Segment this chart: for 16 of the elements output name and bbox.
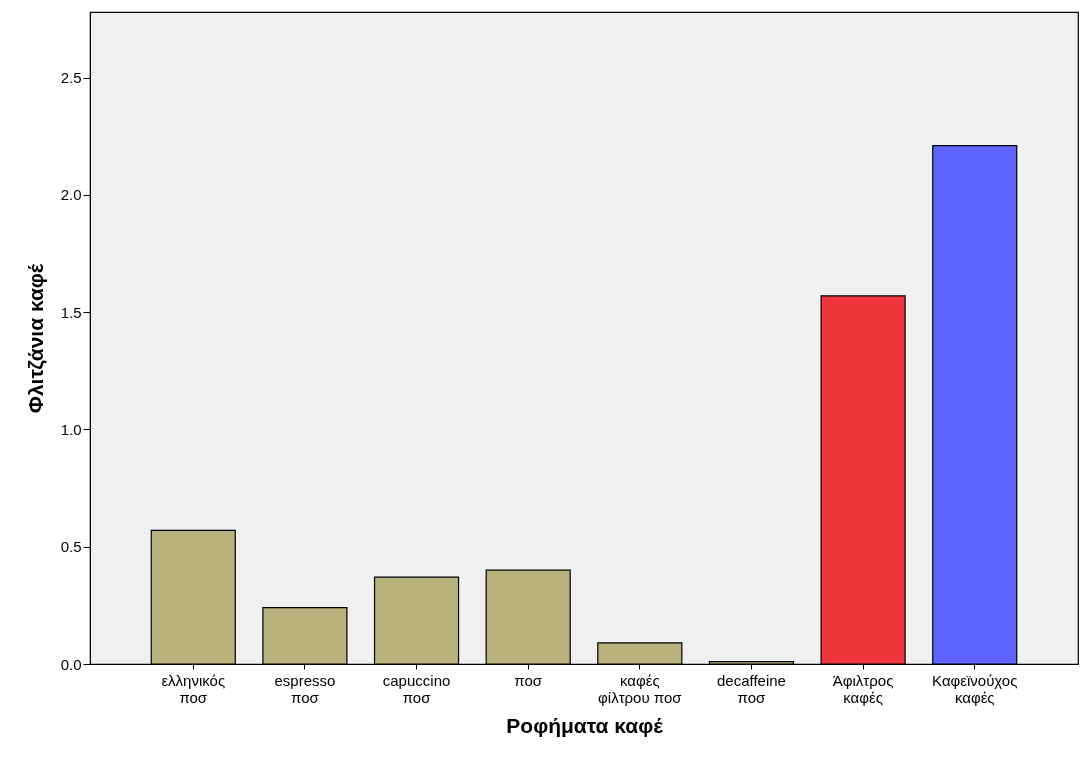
y-tick-label: 1.5	[60, 303, 82, 321]
y-tick-label: 2.5	[60, 69, 82, 87]
x-tick-label: ποσ	[514, 671, 543, 689]
x-tick-label: Άφιλτρος καφές	[832, 671, 894, 706]
x-tick-label: ελληνικός ποσ	[161, 671, 226, 706]
y-tick-label: 0.5	[60, 538, 82, 556]
x-tick-label: καφές φίλτρου ποσ	[598, 671, 683, 706]
y-tick-label: 2.0	[60, 186, 82, 204]
x-axis-title: Ροφήματα καφέ	[506, 713, 664, 737]
x-tick-label: Καφεϊνούχος καφές	[932, 671, 1018, 706]
x-tick-label: decaffeine ποσ	[716, 671, 786, 706]
y-axis-title: Φλιτζάνια καφέ	[23, 263, 47, 414]
y-tick-label: 0.0	[60, 655, 82, 673]
x-tick-label: espresso ποσ	[274, 671, 336, 706]
x-tick-label: capuccino ποσ	[382, 671, 451, 706]
y-tick-label: 1.0	[60, 420, 82, 438]
